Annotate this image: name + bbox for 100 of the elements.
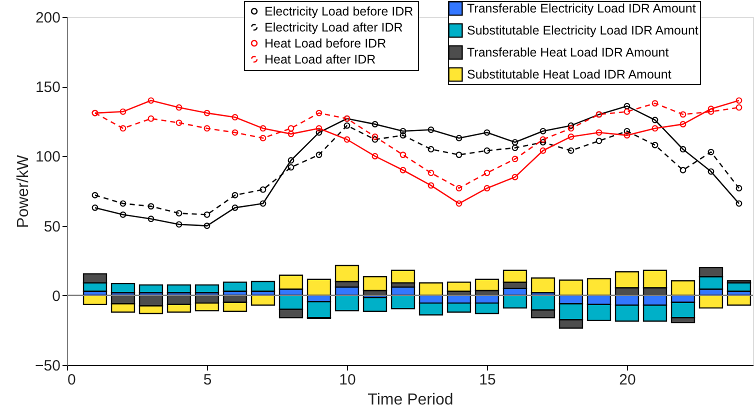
point — [400, 152, 406, 158]
point — [148, 97, 154, 104]
point — [568, 122, 574, 129]
point — [680, 166, 686, 174]
legend-label: Substitutable Electricity Load IDR Amount — [467, 24, 699, 38]
point — [456, 152, 462, 158]
point — [316, 110, 322, 116]
point — [512, 144, 518, 152]
point — [540, 128, 546, 134]
point — [540, 136, 546, 143]
bar — [166, 284, 192, 294]
point — [708, 168, 714, 175]
bar — [362, 296, 388, 312]
x-tick-label: 10 — [339, 372, 356, 388]
point — [372, 136, 378, 143]
x-tick-label: 0 — [68, 372, 76, 388]
point — [204, 125, 210, 132]
y-tick-label: −50 — [35, 358, 60, 374]
point — [624, 132, 630, 139]
point — [484, 185, 490, 192]
point — [708, 106, 714, 112]
point — [652, 125, 658, 132]
point — [372, 153, 378, 160]
legend-label: Transferable Electricity Load IDR Amount — [467, 2, 696, 16]
bar — [362, 276, 388, 292]
point — [400, 128, 406, 134]
point — [512, 139, 518, 146]
legend-label: Electricity Load before IDR — [264, 4, 414, 18]
bar — [446, 282, 472, 292]
point — [232, 204, 238, 211]
point — [204, 222, 210, 229]
point — [736, 104, 742, 111]
point — [428, 146, 434, 152]
point — [512, 156, 518, 162]
point — [176, 210, 182, 216]
point — [288, 125, 294, 132]
point — [456, 185, 462, 192]
point — [456, 200, 462, 207]
point — [148, 115, 154, 122]
bar — [138, 284, 164, 294]
point — [316, 125, 322, 132]
y-tick-label: 0 — [52, 288, 60, 305]
point — [232, 129, 238, 136]
point — [120, 200, 126, 207]
point — [652, 116, 658, 124]
point — [260, 134, 266, 142]
point — [708, 108, 714, 115]
point — [428, 170, 434, 176]
point — [680, 146, 686, 152]
point — [260, 200, 266, 207]
point — [484, 147, 490, 154]
point — [372, 120, 378, 128]
point — [92, 192, 98, 198]
point — [176, 221, 182, 228]
point — [624, 102, 630, 110]
point — [372, 134, 378, 140]
point — [232, 114, 238, 120]
point — [568, 147, 574, 154]
point — [540, 147, 546, 154]
point — [680, 120, 686, 128]
point — [204, 211, 210, 218]
point — [400, 166, 406, 174]
point — [484, 129, 490, 136]
legend-label: Heat Load after IDR — [264, 52, 376, 66]
point — [232, 192, 238, 198]
point — [708, 148, 714, 156]
bar — [250, 280, 276, 292]
point — [204, 110, 210, 116]
legend-label: Electricity Load after IDR — [264, 20, 403, 34]
point — [316, 129, 322, 136]
point — [512, 174, 518, 180]
y-tick-label: 100 — [35, 148, 60, 166]
point — [120, 108, 126, 115]
point — [568, 125, 574, 132]
x-tick-label: 20 — [619, 372, 636, 388]
point — [456, 134, 462, 142]
point — [400, 132, 406, 139]
bar — [474, 278, 500, 292]
y-tick-label: 150 — [35, 79, 60, 96]
point — [624, 128, 630, 134]
point — [288, 164, 294, 171]
bar — [390, 270, 416, 284]
point — [596, 138, 602, 144]
point — [568, 134, 574, 140]
legend-label: Heat Load before IDR — [264, 36, 386, 50]
point — [344, 122, 350, 129]
point — [120, 211, 126, 218]
point — [428, 182, 434, 189]
point — [120, 125, 126, 132]
bar — [110, 282, 136, 294]
point — [176, 120, 182, 126]
legend-label: Substitutable Heat Load IDR Amount — [467, 68, 672, 82]
point — [624, 108, 630, 115]
point — [148, 216, 154, 222]
point — [736, 185, 742, 192]
point — [148, 203, 154, 210]
point — [316, 152, 322, 158]
point — [540, 139, 546, 146]
point — [484, 170, 490, 176]
point — [260, 186, 266, 193]
